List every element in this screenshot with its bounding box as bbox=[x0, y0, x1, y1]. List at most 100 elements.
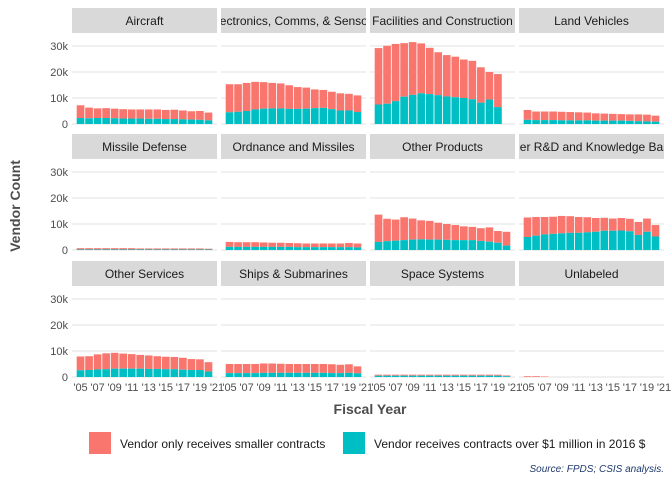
bar-small-contracts bbox=[566, 216, 575, 233]
bar-small-contracts bbox=[328, 243, 336, 248]
bar-small-contracts bbox=[591, 113, 600, 121]
bar-small-contracts bbox=[136, 248, 145, 250]
bar-small-contracts bbox=[391, 219, 400, 241]
bar-small-contracts bbox=[374, 214, 383, 242]
facet-strip bbox=[370, 134, 515, 159]
bar-large-contracts bbox=[242, 246, 251, 250]
bar-large-contracts bbox=[179, 369, 187, 377]
bar-large-contracts bbox=[583, 120, 592, 124]
bar-small-contracts bbox=[136, 109, 145, 119]
bar-small-contracts bbox=[442, 55, 451, 97]
x-tick-label: '05 bbox=[520, 382, 534, 394]
bar-small-contracts bbox=[634, 114, 643, 122]
bar-small-contracts bbox=[391, 43, 400, 102]
bar-large-contracts bbox=[110, 368, 119, 377]
bar-small-contracts bbox=[251, 364, 259, 374]
x-tick-label: '19 bbox=[193, 382, 207, 394]
bar-large-contracts bbox=[127, 368, 136, 377]
bar-small-contracts bbox=[468, 60, 477, 100]
bar-small-contracts bbox=[459, 374, 468, 376]
bar-large-contracts bbox=[196, 119, 204, 124]
bar-large-contracts bbox=[204, 371, 213, 377]
bar-large-contracts bbox=[293, 108, 302, 124]
bar-small-contracts bbox=[617, 218, 626, 231]
bar-large-contracts bbox=[204, 249, 213, 250]
bar-small-contracts bbox=[425, 374, 434, 376]
bar-large-contracts bbox=[276, 108, 285, 124]
x-tick-label: '09 bbox=[107, 382, 121, 394]
bar-small-contracts bbox=[242, 364, 251, 374]
bar-large-contracts bbox=[285, 246, 294, 250]
bar-small-contracts bbox=[225, 364, 234, 374]
legend-swatch-small bbox=[89, 432, 111, 454]
facet-title: Other R&D and Knowledge Based bbox=[500, 140, 672, 154]
bar-large-contracts bbox=[626, 231, 634, 250]
x-axis-title: Fiscal Year bbox=[334, 401, 407, 417]
bar-large-contracts bbox=[285, 372, 294, 377]
bar-large-contracts bbox=[608, 230, 617, 250]
bar-small-contracts bbox=[110, 108, 119, 119]
y-tick-label: 0 bbox=[62, 119, 68, 131]
bar-large-contracts bbox=[651, 121, 660, 124]
bar-large-contracts bbox=[225, 246, 234, 250]
x-tick-label: '07 bbox=[388, 382, 402, 394]
bar-small-contracts bbox=[485, 72, 494, 100]
bar-small-contracts bbox=[328, 364, 336, 374]
facet-title: Ordnance and Missiles bbox=[232, 140, 354, 154]
bar-large-contracts bbox=[251, 373, 259, 377]
bar-large-contracts bbox=[310, 108, 319, 124]
bar-small-contracts bbox=[127, 248, 136, 250]
bar-small-contracts bbox=[187, 248, 196, 250]
bar-small-contracts bbox=[196, 111, 204, 120]
bar-small-contracts bbox=[161, 248, 170, 250]
bar-large-contracts bbox=[477, 375, 485, 377]
bar-large-contracts bbox=[242, 111, 251, 124]
bar-large-contracts bbox=[161, 119, 170, 124]
bar-large-contracts bbox=[502, 245, 511, 250]
bar-large-contracts bbox=[268, 372, 277, 377]
bar-large-contracts bbox=[468, 375, 477, 377]
bar-large-contracts bbox=[617, 120, 626, 124]
bar-large-contracts bbox=[383, 375, 391, 377]
bar-large-contracts bbox=[225, 112, 234, 124]
facet-title: Space Systems bbox=[401, 267, 484, 281]
bar-large-contracts bbox=[383, 241, 391, 250]
bar-small-contracts bbox=[302, 87, 311, 109]
bar-large-contracts bbox=[451, 375, 460, 377]
bar-large-contracts bbox=[591, 231, 600, 250]
bar-large-contracts bbox=[353, 373, 362, 377]
bar-small-contracts bbox=[76, 356, 85, 371]
bar-large-contracts bbox=[102, 369, 110, 377]
bar-large-contracts bbox=[442, 239, 451, 250]
facet-title: Other Products bbox=[402, 140, 483, 154]
bar-large-contracts bbox=[532, 120, 540, 124]
x-tick-label: '13 bbox=[291, 382, 305, 394]
bar-small-contracts bbox=[234, 242, 242, 247]
bar-large-contracts bbox=[119, 368, 128, 377]
bar-small-contracts bbox=[110, 352, 119, 369]
bar-small-contracts bbox=[400, 374, 408, 376]
bar-small-contracts bbox=[583, 112, 592, 121]
bar-large-contracts bbox=[374, 375, 383, 377]
bar-small-contracts bbox=[502, 375, 511, 377]
bar-large-contracts bbox=[268, 108, 277, 124]
facet-strip bbox=[72, 134, 217, 159]
bar-large-contracts bbox=[374, 104, 383, 124]
bar-small-contracts bbox=[153, 356, 162, 369]
bar-large-contracts bbox=[259, 372, 268, 377]
bar-large-contracts bbox=[374, 241, 383, 250]
bar-small-contracts bbox=[293, 87, 302, 109]
facet-strip bbox=[519, 8, 664, 33]
bar-small-contracts bbox=[434, 374, 443, 376]
bar-large-contracts bbox=[93, 118, 102, 124]
bar-small-contracts bbox=[566, 112, 575, 121]
y-tick-label: 10k bbox=[50, 346, 68, 358]
bar-small-contracts bbox=[144, 355, 153, 369]
bar-large-contracts bbox=[383, 103, 391, 124]
bar-small-contracts bbox=[179, 357, 187, 370]
y-tick-label: 20k bbox=[50, 67, 68, 79]
bar-large-contracts bbox=[549, 120, 557, 124]
bar-large-contracts bbox=[600, 120, 609, 124]
x-tick-label: '15 bbox=[606, 382, 620, 394]
